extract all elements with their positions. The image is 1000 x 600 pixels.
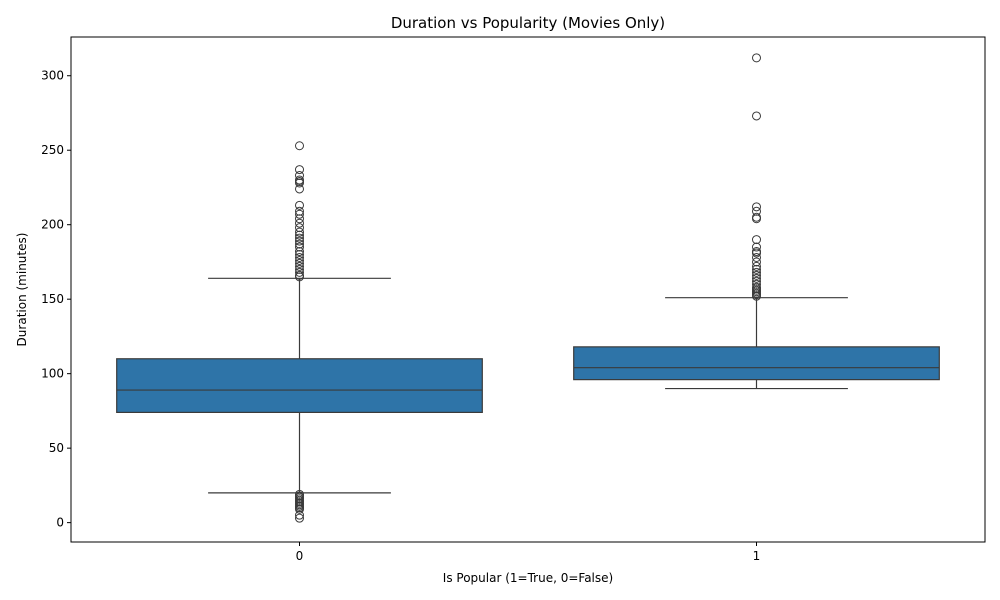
box-1 [573, 53, 940, 390]
box-series [116, 53, 940, 523]
outlier-point [295, 242, 304, 252]
outlier-point [295, 255, 304, 265]
outlier-point [752, 273, 761, 283]
outlier-point [752, 261, 761, 271]
outlier-point [295, 230, 304, 240]
outlier-point [752, 291, 761, 301]
outlier-point [752, 279, 761, 289]
outlier-point [295, 233, 304, 243]
outlier-point [295, 184, 304, 194]
outlier-point [752, 235, 761, 245]
outlier-point [295, 227, 304, 237]
y-axis: 0 50 100 150 200 250 300 [41, 69, 71, 530]
outlier-point [295, 258, 304, 268]
outlier-point [752, 214, 761, 224]
y-tick-label: 250 [41, 143, 64, 157]
iqr-box [573, 346, 940, 381]
outlier-point [295, 252, 304, 262]
outlier-point [752, 252, 761, 262]
outlier-point [295, 513, 304, 523]
outlier-point [295, 272, 304, 282]
outlier-point [752, 267, 761, 277]
outlier-point [752, 276, 761, 286]
outlier-point [752, 248, 761, 258]
outlier-point [295, 218, 304, 228]
outlier-point [295, 510, 304, 520]
outlier-point [752, 264, 761, 274]
chart-title: Duration vs Popularity (Movies Only) [391, 14, 665, 32]
outlier-point [752, 202, 761, 212]
y-tick-label: 0 [56, 516, 64, 530]
outlier-point [295, 200, 304, 210]
box-0 [116, 141, 483, 523]
y-tick-label: 300 [41, 69, 64, 83]
iqr-box [116, 358, 483, 413]
outlier-point [295, 264, 304, 274]
outlier-point [752, 242, 761, 252]
y-tick-label: 200 [41, 218, 64, 232]
x-tick-label: 0 [296, 549, 304, 563]
outlier-point [295, 223, 304, 233]
outlier-point [295, 209, 304, 219]
y-tick-label: 150 [41, 292, 64, 306]
y-axis-label: Duration (minutes) [15, 233, 29, 347]
outlier-point [295, 236, 304, 246]
outlier-point [295, 214, 304, 224]
x-tick-label: 1 [753, 549, 761, 563]
plot-frame [70, 36, 986, 543]
outlier-point [295, 171, 304, 181]
outlier-point [295, 247, 304, 257]
outlier-point [752, 111, 761, 121]
outlier-point [295, 165, 304, 175]
outlier-point [752, 53, 761, 63]
outlier-point [752, 257, 761, 267]
outlier-point [752, 206, 761, 216]
outlier-point [295, 261, 304, 271]
outlier-point [295, 504, 304, 514]
x-axis-label: Is Popular (1=True, 0=False) [443, 571, 613, 585]
outlier-point [752, 270, 761, 280]
outlier-point [295, 239, 304, 249]
outlier-point [295, 206, 304, 216]
outlier-point [295, 178, 304, 188]
outlier-point [295, 141, 304, 151]
outlier-point [295, 267, 304, 277]
outlier-point [295, 249, 304, 259]
y-tick-label: 50 [49, 441, 64, 455]
y-tick-label: 100 [41, 367, 64, 381]
